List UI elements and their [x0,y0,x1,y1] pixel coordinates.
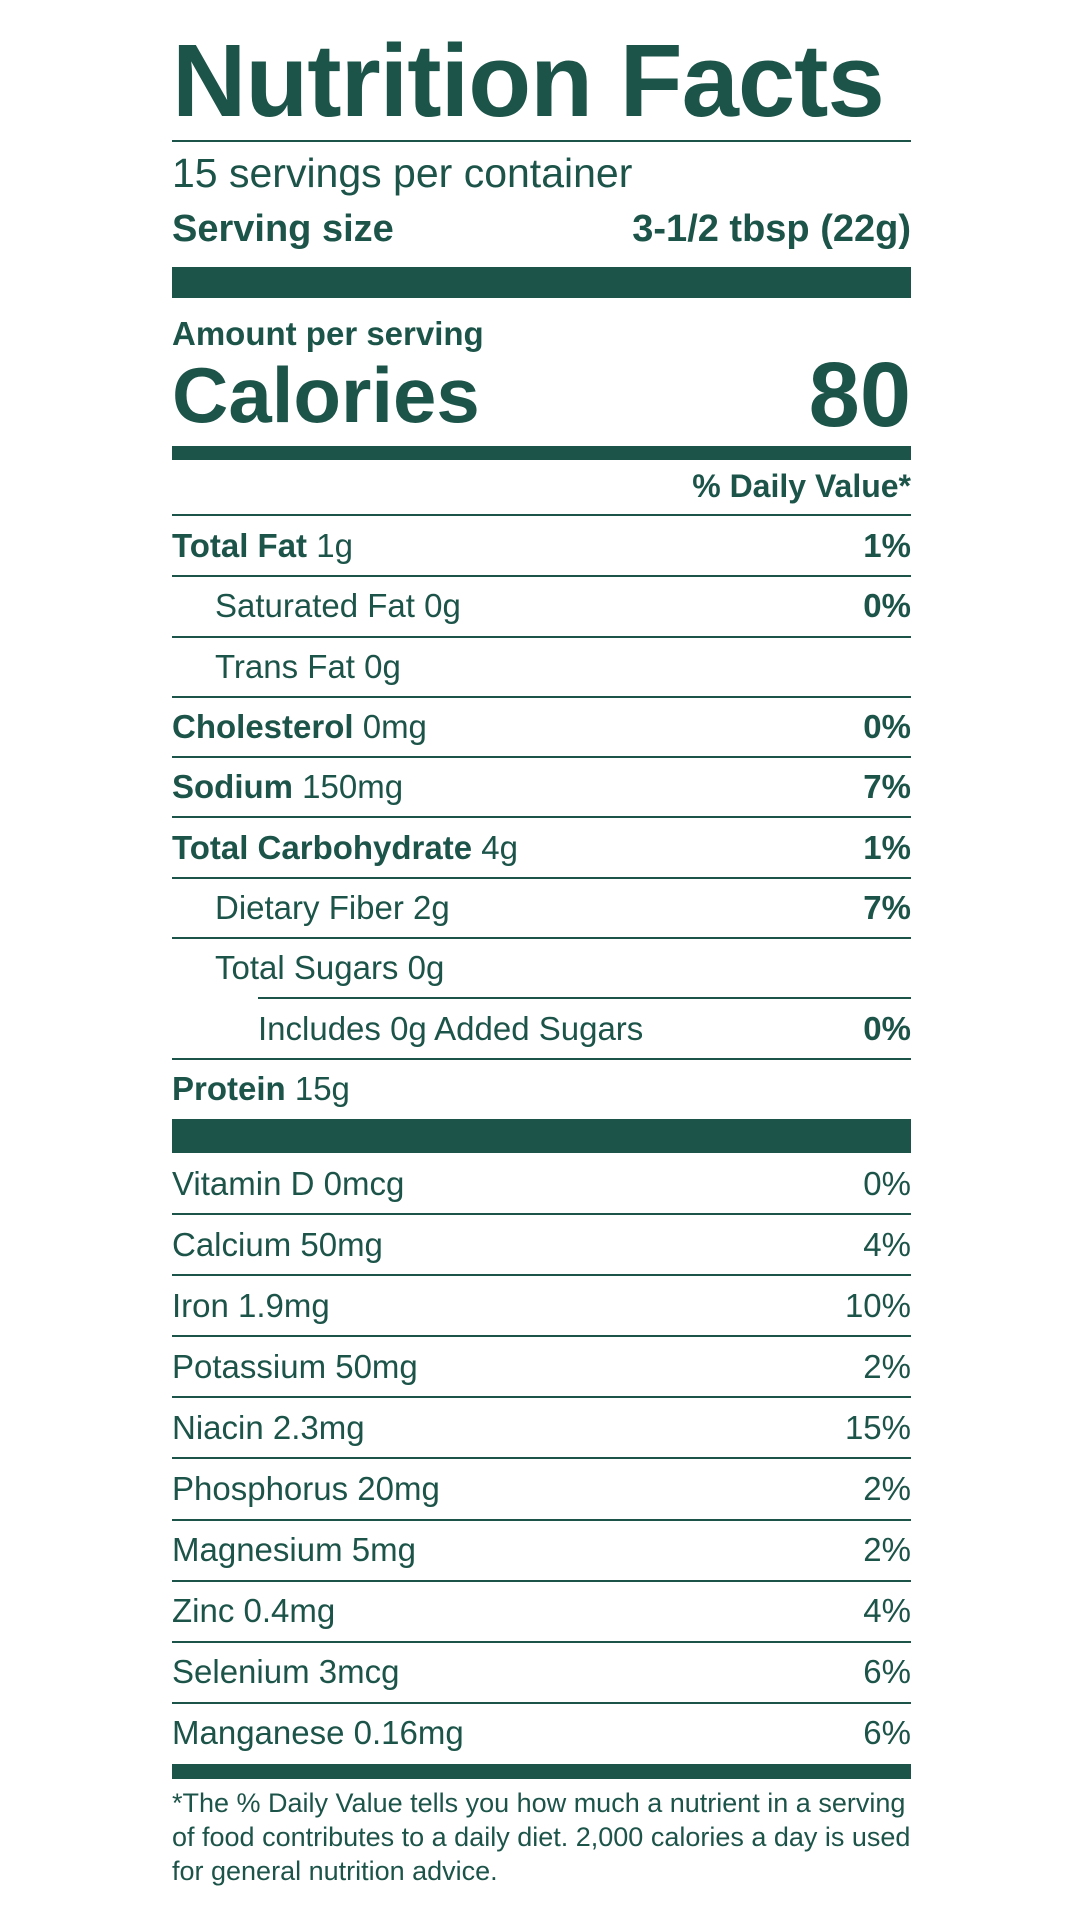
nutrient-bold-name: Total Fat [172,527,308,565]
vitamin-daily-value: 15% [844,1408,911,1446]
nutrient-amount: 150mg [293,768,404,806]
nutrient-amount: Trans Fat 0g [215,647,401,685]
nutrient-row: Trans Fat 0g [172,637,911,699]
nutrient-bold-name: Cholesterol [172,708,354,746]
nutrient-name: Sodium 150mg [172,768,403,806]
nutrient-row: Protein 15g [172,1059,911,1119]
calories-row: Calories 80 [172,344,911,446]
vitamin-name: Calcium 50mg [172,1225,383,1263]
vitamin-name: Vitamin D 0mcg [172,1164,405,1202]
vitamin-row: Potassium 50mg 2% [172,1336,911,1399]
thick-divider [172,267,911,298]
nutrient-bold-name: Total Carbohydrate [172,828,473,866]
vitamin-daily-value: 4% [863,1225,911,1263]
nutrient-name: Total Fat 1g [172,527,353,565]
divider [172,514,911,516]
vitamin-daily-value: 6% [863,1653,911,1691]
nutrient-name: Total Sugars 0g [172,949,444,987]
calories-label: Calories [172,351,480,439]
divider [172,140,911,142]
nutrient-amount: Saturated Fat 0g [215,587,461,625]
footnote: *The % Daily Value tells you how much a … [172,1788,911,1886]
nutrient-amount: Total Sugars 0g [215,949,445,987]
nutrient-row: Sodium 150mg 7% [172,757,911,819]
nutrient-daily-value: 1% [863,828,911,866]
vitamin-row: Vitamin D 0mcg 0% [172,1153,911,1216]
vitamin-row: Iron 1.9mg 10% [172,1275,911,1338]
vitamin-row: Calcium 50mg 4% [172,1214,911,1277]
vitamin-row: Magnesium 5mg 2% [172,1520,911,1582]
vitamin-name: Magnesium 5mg [172,1531,416,1569]
nutrient-daily-value: 0% [863,1009,911,1047]
daily-value-header: % Daily Value* [692,468,911,504]
nutrient-name: Dietary Fiber 2g [172,889,450,927]
nutrient-row: Total Fat 1g 1% [172,516,911,578]
vitamin-row: Phosphorus 20mg 2% [172,1458,911,1521]
nutrient-name: Includes 0g Added Sugars [172,1010,643,1048]
medium-divider [172,446,911,460]
vitamin-daily-value: 6% [863,1714,911,1752]
nutrient-name: Saturated Fat 0g [172,587,461,625]
nutrient-amount: 4g [472,828,518,866]
vitamin-name: Potassium 50mg [172,1347,418,1385]
nutrient-bold-name: Sodium [172,768,293,806]
vitamin-daily-value: 2% [863,1470,911,1508]
nutrient-row: Cholesterol 0mg 0% [172,697,911,759]
nutrient-row: Saturated Fat 0g 0% [172,576,911,638]
medium-divider [172,1764,911,1779]
nutrient-row: Includes 0g Added Sugars 0% [172,998,911,1060]
nutrient-daily-value: 1% [863,527,911,565]
vitamin-row: Niacin 2.3mg 15% [172,1397,911,1460]
servings-per-container: 15 servings per container [172,150,633,196]
vitamin-name: Zinc 0.4mg [172,1592,336,1630]
vitamin-daily-value: 10% [844,1286,911,1324]
vitamin-name: Selenium 3mcg [172,1653,400,1691]
calories-value: 80 [808,344,911,446]
vitamin-name: Niacin 2.3mg [172,1408,365,1446]
nutrient-daily-value: 7% [863,768,911,806]
serving-size-label: Serving size [172,208,394,250]
nutrient-amount: 0mg [353,708,427,746]
vitamin-row: Selenium 3mcg 6% [172,1642,911,1704]
vitamin-name: Iron 1.9mg [172,1286,330,1324]
nutrient-amount: Dietary Fiber 2g [215,888,450,926]
nutrient-daily-value: 0% [863,708,911,746]
label-title: Nutrition Facts [172,23,885,138]
serving-size-value: 3-1/2 tbsp (22g) [632,208,911,250]
nutrient-row: Dietary Fiber 2g 7% [172,878,911,940]
nutrient-name: Cholesterol 0mg [172,708,427,746]
thick-divider [172,1119,911,1153]
vitamin-row: Manganese 0.16mg 6% [172,1703,911,1764]
nutrient-daily-value: 0% [863,587,911,625]
vitamin-daily-value: 2% [863,1531,911,1569]
nutrient-row: Total Carbohydrate 4g 1% [172,817,911,880]
vitamin-daily-value: 4% [863,1592,911,1630]
nutrient-row: Total Sugars 0g [172,938,911,1000]
nutrient-list: Total Fat 1g 1% Saturated Fat 0g 0% Trans Fa… [172,516,911,1119]
vitamin-name: Manganese 0.16mg [172,1714,464,1752]
nutrient-amount: Includes 0g Added Sugars [258,1009,644,1047]
vitamin-row: Zinc 0.4mg 4% [172,1581,911,1643]
vitamin-daily-value: 0% [863,1164,911,1202]
vitamin-list: Vitamin D 0mcg 0% Calcium 50mg 4% Iron 1.9mg… [172,1153,911,1764]
amount-per-serving: Amount per serving [172,315,484,352]
vitamin-daily-value: 2% [863,1347,911,1385]
serving-size: Serving size 3-1/2 tbsp (22g) [172,206,911,252]
nutrient-bold-name: Protein [172,1069,286,1107]
nutrient-name: Trans Fat 0g [172,648,401,686]
vitamin-name: Phosphorus 20mg [172,1470,440,1508]
nutrient-amount: 15g [285,1069,350,1107]
nutrient-daily-value: 7% [863,888,911,926]
nutrient-amount: 1g [307,527,353,565]
nutrient-name: Protein 15g [172,1070,350,1108]
nutrient-name: Total Carbohydrate 4g [172,829,518,867]
